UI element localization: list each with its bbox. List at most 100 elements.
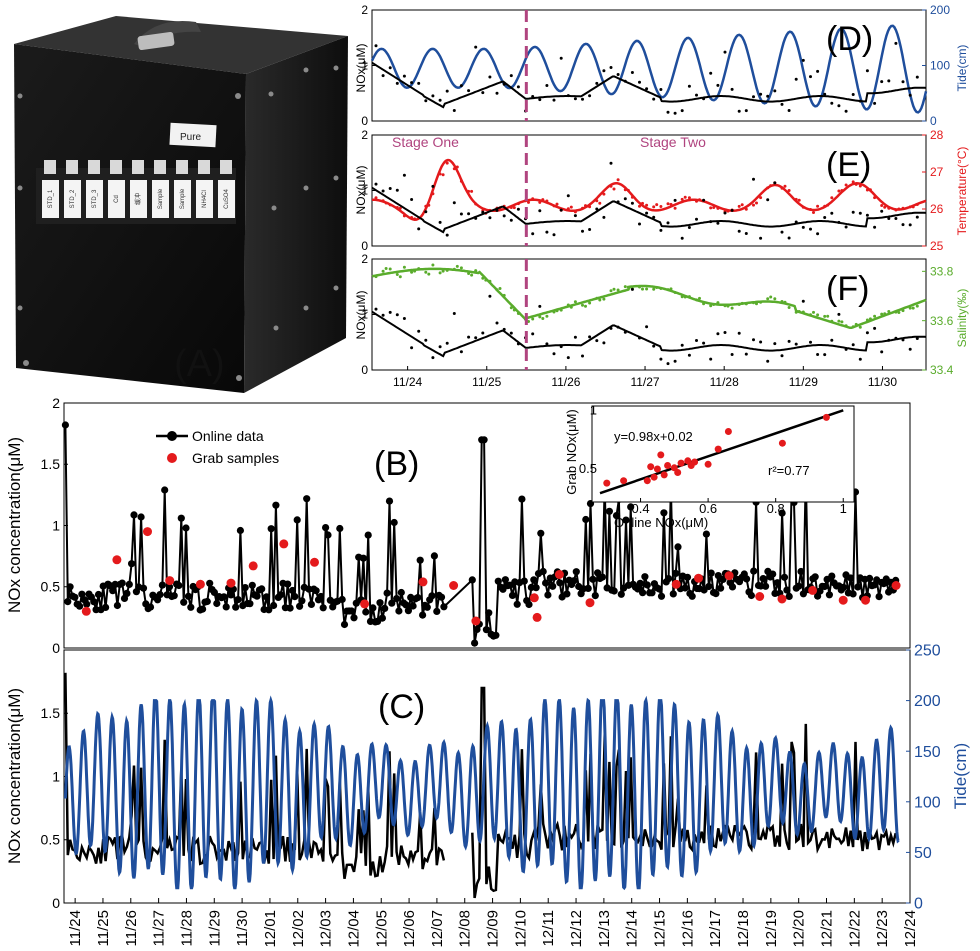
bottle-label [130, 180, 147, 218]
B-online-point [866, 574, 874, 583]
E-right-point [880, 204, 884, 207]
B-online-point [336, 524, 344, 533]
D-nox-line [371, 61, 927, 109]
D-nox-point [752, 95, 755, 99]
B-online-point [182, 524, 190, 532]
E-nox-point [438, 220, 442, 224]
E-right-point [445, 161, 449, 165]
E-nox-point [851, 210, 855, 214]
C-xtick-label: 12/22 [846, 910, 863, 948]
F-nox-point [509, 331, 513, 335]
D-nox-point [374, 44, 378, 48]
bottle-label [174, 180, 191, 218]
B-online-point [378, 614, 386, 622]
B-online-point [109, 587, 117, 595]
F-right-point [612, 287, 616, 291]
bottle-label [218, 180, 235, 218]
E-nox-point [737, 229, 741, 233]
B-online-point [530, 576, 538, 584]
D-nox-point [481, 91, 485, 95]
inset-xtick-label: 0.6 [699, 501, 717, 516]
F-nox-point [652, 344, 656, 348]
E-right-point [673, 206, 677, 210]
F-right-point [395, 273, 399, 276]
D-nox-point [823, 92, 827, 96]
F-right-point [730, 306, 734, 310]
C-xtick-label: 12/03 [318, 910, 335, 948]
E-nox-point [581, 229, 584, 233]
B-online-point [674, 543, 682, 551]
F-nox-line [371, 310, 927, 358]
stage-two-label: Stage Two [640, 134, 706, 150]
E-right-point [755, 201, 758, 205]
analyzer-photo: Pure STD_1 STD_2 STD_3 Cd 缓冲 Sample Sample NH4C… [14, 16, 348, 393]
E-nox-point [773, 181, 777, 185]
F-nox-point [566, 356, 570, 360]
B-grab-point [81, 606, 91, 616]
pure-tag-text: Pure [180, 132, 202, 143]
B-online-point [520, 577, 528, 585]
B-online-point [220, 593, 228, 601]
F-nox-point [645, 325, 649, 329]
E-nox-point [645, 211, 649, 215]
D-nox-point [851, 93, 855, 96]
F-nox-point [773, 342, 777, 346]
B-online-point [811, 573, 819, 581]
F-right-point [602, 297, 606, 301]
E-nox-point [638, 222, 641, 226]
F-right-point [915, 304, 919, 308]
B-left-tick-label: 0 [52, 640, 60, 656]
F-right-point [837, 319, 841, 323]
B-online-point [688, 592, 696, 600]
B-online-point [572, 568, 580, 576]
panel-b: 0 0.5 1 1.5 2 NOx concentration(μM) (B) Onli… [5, 395, 911, 656]
E-nox-point [695, 217, 698, 221]
B-online-point [641, 573, 649, 581]
C-xtick-label: 12/23 [874, 910, 891, 948]
E-nox-point [566, 194, 570, 198]
D-nox-point [680, 109, 684, 113]
E-right-point [441, 173, 445, 177]
B-online-point [594, 569, 602, 577]
inset-ytick-label: 0.5 [579, 461, 597, 476]
B-online-point [288, 586, 297, 595]
E-nox-point [559, 208, 563, 212]
F-nox-point [752, 338, 755, 342]
F-nox-point [467, 335, 471, 339]
F-right-point [911, 306, 915, 310]
E-nox-point [502, 214, 506, 218]
B-online-point [291, 593, 299, 601]
B-online-point [102, 603, 110, 612]
B-online-point [539, 567, 547, 576]
F-right-point [545, 314, 549, 318]
B-online-point [284, 580, 292, 588]
C-xtick-label: 12/02 [290, 910, 307, 948]
C-left-tick-label: 1 [52, 768, 60, 784]
B-online-point [348, 607, 356, 615]
B-online-point [783, 586, 791, 594]
B-online-point [707, 569, 715, 577]
stage-one-label: Stage One [392, 134, 459, 150]
E-right-tick-label: 26 [930, 202, 944, 216]
F-nox-point [659, 357, 663, 361]
B-online-point [90, 598, 98, 606]
F-right-point [598, 298, 602, 302]
C-xtick-label: 12/09 [485, 910, 502, 948]
F-nox-point [873, 326, 877, 330]
F-xtick-label: 11/28 [710, 375, 739, 389]
B-grab-point [891, 581, 901, 590]
B-online-point [773, 579, 782, 587]
B-online-point [338, 595, 346, 604]
D-nox-point [723, 50, 727, 54]
B-online-point [712, 590, 720, 598]
F-nox-point [801, 299, 805, 303]
F-nox-point [709, 357, 713, 361]
E-nox-point [780, 230, 784, 234]
D-nox-point [652, 97, 656, 101]
bottle-label-text: CuSO4 [224, 189, 230, 209]
B-online-point [253, 592, 261, 600]
B-online-point [381, 604, 389, 613]
B-grab-point [755, 592, 765, 601]
panel-d: 0 1 2 0 100 200 NOx(μM) Tide(cm) (D) [354, 3, 969, 128]
D-nox-point [837, 104, 841, 108]
